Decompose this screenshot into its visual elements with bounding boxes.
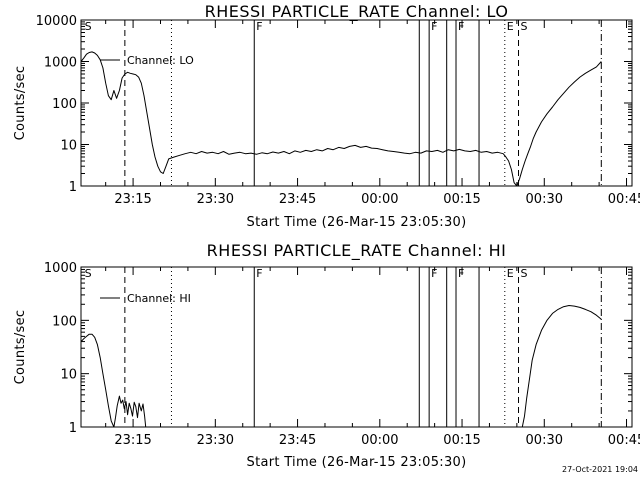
y-tick-label: 100 [52,314,77,329]
event-marker-label: S [85,20,92,33]
hi-channel-panel: RHESSI PARTICLE_RATE Channel: HI 1 10 100 10… [13,241,640,470]
y-tick-label: 100 [52,97,77,112]
event-marker-label: F [458,267,464,280]
x-tick-label: 23:45 [279,192,316,207]
y-tick-label: 10000 [36,14,77,29]
y-axis-label: Counts/sec [13,66,28,141]
legend-label: Channel: LO [127,54,194,67]
x-tick-label: 00:30 [526,192,563,207]
chart-title: RHESSI PARTICLE_RATE Channel: LO [205,2,509,22]
plot-frame [80,266,633,428]
x-tick-label: 23:15 [114,433,151,448]
x-axis-label: Start Time (26-Mar-15 23:05:30) [247,455,467,470]
x-tick-label: 00:15 [443,192,480,207]
series-line [521,305,602,428]
x-tick-label: 00:30 [526,433,563,448]
y-tick-label: 1 [69,421,77,436]
event-marker-label: S [521,20,528,33]
lo-channel-panel: RHESSI PARTICLE_RATE Channel: LO 1 10 100 10… [13,2,640,230]
event-marker-label: F [431,267,437,280]
y-axis-label: Counts/sec [13,310,28,385]
x-tick-label: 23:30 [197,192,234,207]
legend-label: Channel: HI [127,292,191,305]
chart-title: RHESSI PARTICLE_RATE Channel: HI [207,241,507,261]
event-marker-label: E [507,267,514,280]
x-tick-label: 00:15 [443,433,480,448]
event-marker-label: E [507,20,514,33]
plot-frame [80,19,633,187]
y-tick-label: 10 [60,139,77,154]
x-tick-label: 00:00 [361,192,398,207]
y-tick-label: 1000 [44,261,77,276]
y-tick-label: 1 [69,180,77,195]
x-axis-label: Start Time (26-Mar-15 23:05:30) [247,215,467,230]
x-tick-label: 00:00 [361,433,398,448]
series-line [80,51,602,187]
event-marker-label: F [256,267,262,280]
x-tick-label: 23:45 [279,433,316,448]
x-tick-label: 00:45 [608,433,640,448]
x-tick-label: 23:30 [197,433,234,448]
x-tick-label: 23:15 [114,192,151,207]
y-tick-label: 10 [60,368,77,383]
x-tick-label: 00:45 [608,192,640,207]
series-line [80,333,147,428]
event-marker-label: F [256,20,262,33]
y-tick-label: 1000 [44,56,77,71]
event-marker-label: S [85,267,92,280]
footer-timestamp: 27-Oct-2021 19:04 [562,465,638,474]
event-marker-label: S [521,267,528,280]
event-marker-label: F [458,20,464,33]
event-marker-label: F [431,20,437,33]
